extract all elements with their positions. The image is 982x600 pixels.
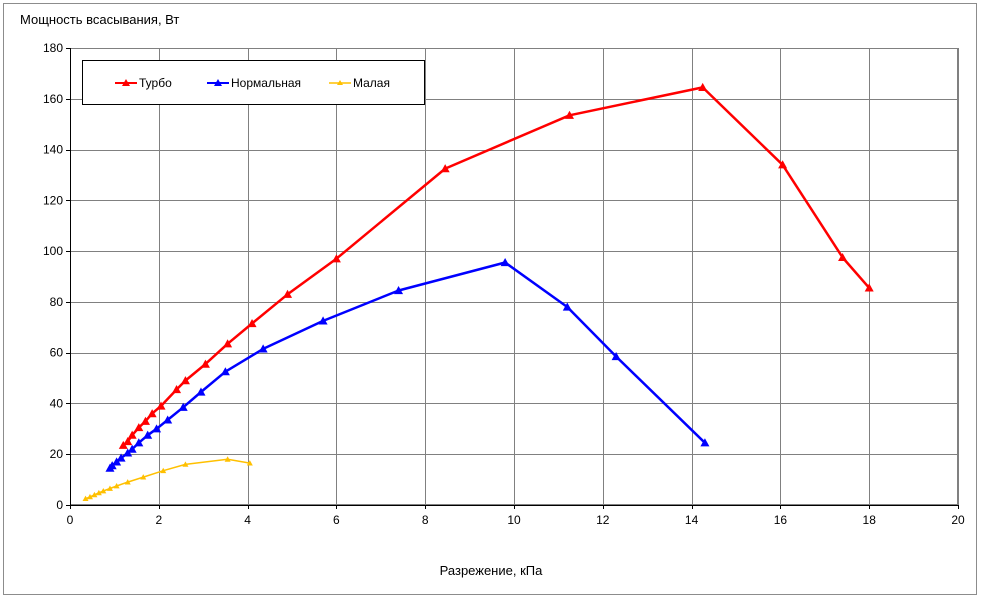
x-tick-label: 2: [155, 513, 162, 527]
y-tick-label: 140: [43, 143, 63, 157]
data-point-marker: [246, 460, 253, 466]
data-point-marker: [178, 402, 188, 411]
data-point-marker: [95, 489, 102, 496]
data-point-marker: [160, 467, 167, 474]
legend-swatch-turbo: [115, 79, 137, 86]
data-point-marker: [283, 289, 293, 298]
data-point-marker: [838, 252, 848, 262]
x-tick-label: 4: [244, 513, 251, 527]
data-point-marker: [134, 438, 144, 447]
x-tick-label: 14: [685, 513, 699, 527]
data-point-marker: [778, 160, 788, 169]
data-point-marker: [331, 254, 341, 263]
data-point-marker: [318, 316, 328, 325]
data-point-marker: [113, 482, 120, 489]
data-point-marker: [134, 423, 144, 432]
legend-item-normal: Нормальная: [207, 75, 301, 91]
y-tick-labels: 0 20 40 60 80 100 120 140 160 180: [43, 41, 63, 512]
data-point-marker: [180, 376, 190, 385]
y-tick-label: 0: [56, 498, 63, 512]
legend-swatch-low: [329, 80, 351, 85]
data-point-marker: [196, 387, 206, 396]
series-2: [105, 258, 710, 472]
data-point-marker: [107, 461, 117, 470]
data-point-marker: [562, 302, 572, 311]
y-tick-label: 60: [50, 346, 64, 360]
legend-marker: [122, 79, 130, 86]
x-tick-label: 6: [333, 513, 340, 527]
axes: [66, 48, 959, 509]
data-point-marker: [82, 495, 89, 502]
x-tick-label: 18: [863, 513, 877, 527]
legend-label-normal: Нормальная: [231, 76, 301, 90]
data-point-marker: [172, 384, 182, 394]
data-point-marker: [224, 456, 231, 462]
x-tick-label: 20: [951, 513, 965, 527]
data-point-marker: [220, 367, 230, 376]
series-1: [118, 82, 874, 449]
data-point-marker: [163, 415, 173, 424]
data-point-marker: [700, 438, 710, 447]
x-tick-label: 16: [774, 513, 788, 527]
data-point-marker: [124, 479, 131, 485]
y-tick-label: 40: [50, 396, 64, 410]
data-point-marker: [123, 437, 133, 446]
data-point-marker: [147, 409, 157, 418]
data-point-marker: [127, 430, 137, 439]
data-point-marker: [152, 424, 162, 433]
data-point-marker: [698, 82, 708, 91]
legend-label-low: Малая: [353, 76, 390, 90]
legend-marker: [214, 79, 222, 86]
data-point-marker: [182, 461, 189, 467]
x-tick-label: 12: [596, 513, 610, 527]
data-point-marker: [611, 351, 621, 361]
y-tick-label: 160: [43, 92, 63, 106]
y-tick-label: 20: [50, 447, 64, 461]
y-tick-label: 80: [50, 295, 64, 309]
y-tick-label: 120: [43, 193, 63, 207]
data-point-marker: [112, 457, 122, 466]
data-point-marker: [91, 491, 98, 498]
legend-item-turbo: Турбо: [115, 75, 172, 91]
y-tick-label: 100: [43, 244, 63, 258]
data-point-marker: [223, 339, 233, 348]
data-point-marker: [200, 359, 210, 368]
data-point-marker: [123, 448, 133, 457]
y-axis-title: Мощность всасывания, Вт: [20, 12, 180, 27]
x-tick-label: 10: [507, 513, 521, 527]
data-point-marker: [127, 444, 137, 453]
legend: Турбо Нормальная Малая: [82, 60, 425, 105]
legend-marker: [337, 80, 343, 85]
data-point-marker: [143, 430, 153, 439]
series-group: [82, 82, 874, 502]
series-3: [82, 456, 253, 502]
legend-label-turbo: Турбо: [139, 76, 172, 90]
data-point-marker: [140, 474, 147, 480]
data-point-marker: [247, 318, 257, 328]
y-tick-label: 180: [43, 41, 63, 55]
x-tick-label: 0: [67, 513, 74, 527]
data-point-marker: [116, 453, 126, 462]
data-point-marker: [394, 285, 404, 295]
data-point-marker: [140, 416, 150, 425]
data-point-marker: [864, 283, 874, 292]
data-point-marker: [106, 485, 113, 491]
data-point-marker: [440, 164, 450, 173]
data-point-marker: [86, 493, 93, 500]
data-point-marker: [258, 344, 268, 353]
x-tick-labels: 0 2 4 6 8 10 12 14 16 18 20: [67, 513, 965, 527]
data-point-marker: [156, 401, 166, 410]
x-axis-title: Разрежение, кПа: [439, 563, 543, 578]
legend-item-low: Малая: [329, 75, 390, 91]
data-point-marker: [100, 488, 107, 494]
data-point-marker: [500, 258, 510, 267]
data-point-marker: [565, 110, 574, 119]
data-point-marker: [118, 440, 128, 449]
x-tick-label: 8: [422, 513, 429, 527]
legend-swatch-normal: [207, 79, 229, 86]
